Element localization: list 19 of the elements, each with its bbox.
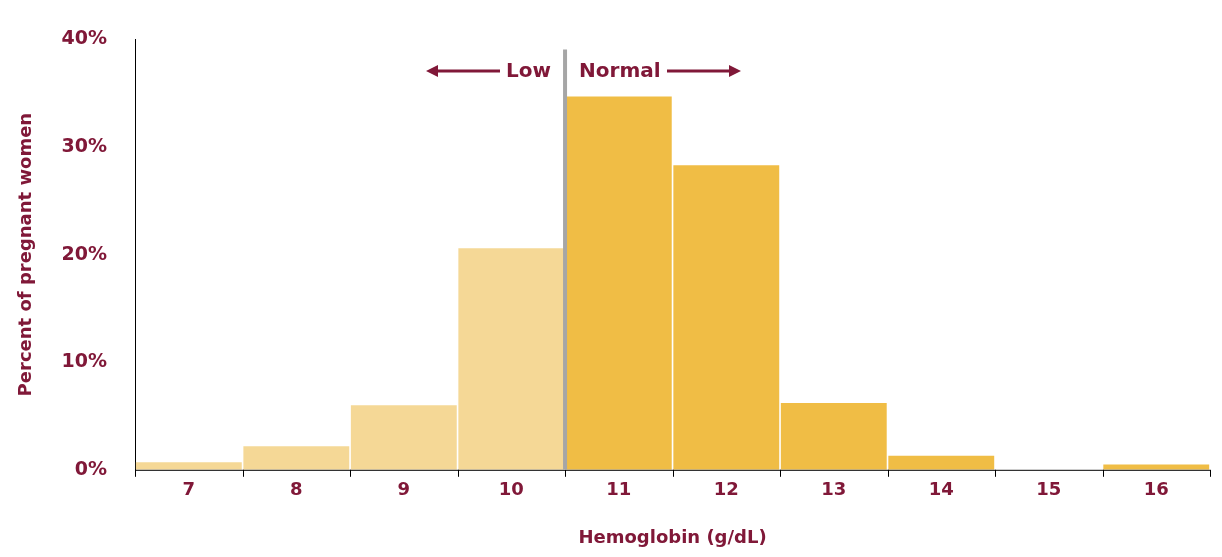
- y-tick-label: 30%: [61, 133, 108, 156]
- x-tick-label: 14: [928, 478, 954, 500]
- x-tick-label: 15: [1036, 478, 1062, 500]
- x-axis-title: Hemoglobin (g/dL): [578, 525, 767, 547]
- y-tick-label: 40%: [61, 26, 108, 49]
- x-tick-label: 12: [713, 478, 739, 500]
- y-tick-label: 0%: [74, 456, 108, 479]
- x-tick-label: 9: [397, 478, 411, 500]
- y-tick-label: 10%: [61, 349, 108, 372]
- x-tick-label: 13: [821, 478, 847, 500]
- y-axis-title: Percent of pregnant women: [14, 112, 36, 397]
- annotation: Low: [506, 57, 552, 82]
- x-tick-label: 11: [606, 478, 632, 500]
- x-tick-label: 16: [1143, 478, 1169, 500]
- annotation: Normal: [579, 57, 661, 82]
- x-tick-label: 7: [182, 478, 196, 500]
- x-tick-label: 10: [498, 478, 524, 500]
- x-tick-label: 8: [290, 478, 303, 500]
- y-tick-label: 20%: [61, 241, 108, 264]
